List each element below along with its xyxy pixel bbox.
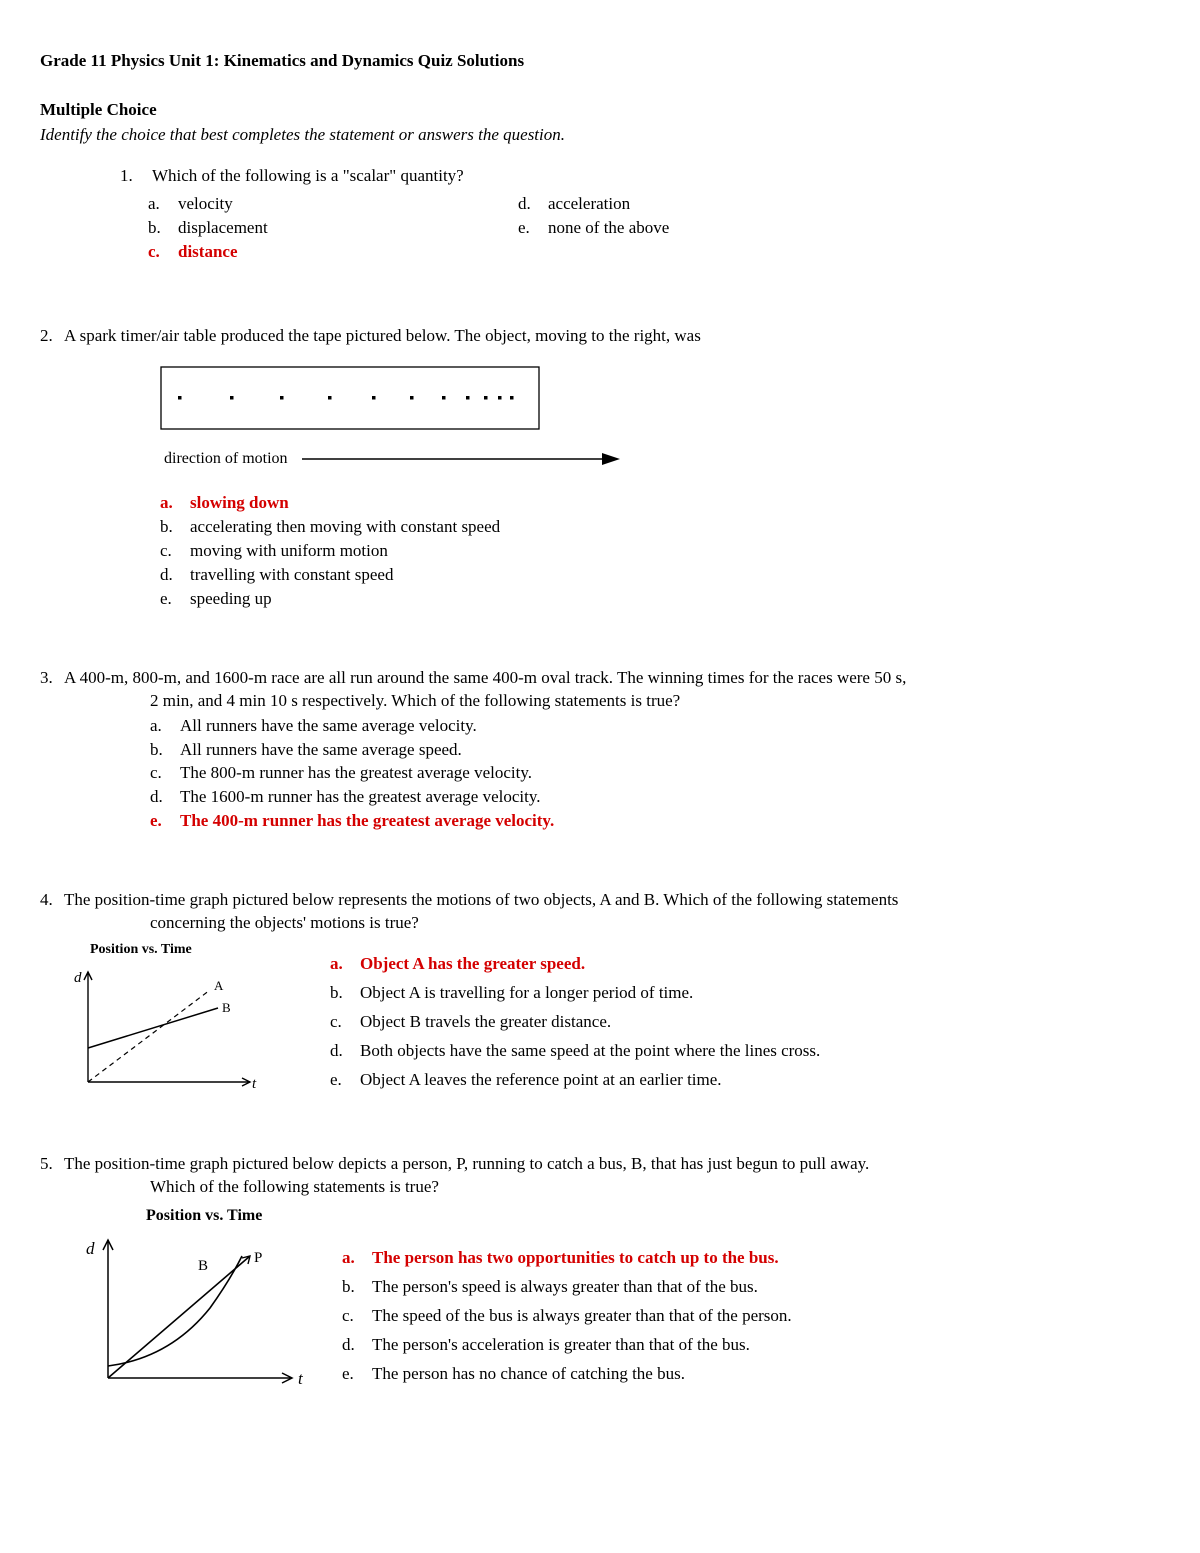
series-b-label: B bbox=[222, 1000, 231, 1015]
choice-b: b.accelerating then moving with constant… bbox=[160, 516, 1160, 539]
choice-c: c.moving with uniform motion bbox=[160, 540, 1160, 563]
x-axis-label: t bbox=[252, 1076, 257, 1092]
question-number: 3. bbox=[40, 667, 64, 690]
position-time-graph-q4: Position vs. Time d t A B bbox=[40, 941, 280, 1109]
choice-a-correct: a.slowing down bbox=[160, 492, 1160, 515]
question-text-line1: The position-time graph pictured below d… bbox=[64, 1153, 1160, 1176]
question-3: 3. A 400-m, 800-m, and 1600-m race are a… bbox=[40, 667, 1160, 834]
x-axis-label: t bbox=[298, 1369, 304, 1388]
question-text-line2: Which of the following statements is tru… bbox=[150, 1176, 1160, 1199]
arrow-right-icon bbox=[302, 452, 620, 466]
question-2: 2. A spark timer/air table produced the … bbox=[40, 325, 1160, 611]
question-number: 5. bbox=[40, 1153, 64, 1176]
choice-c: c.The 800-m runner has the greatest aver… bbox=[150, 762, 1160, 785]
choice-e: e.none of the above bbox=[518, 217, 888, 240]
y-axis-label: d bbox=[86, 1239, 95, 1258]
series-a-label: A bbox=[214, 978, 224, 993]
question-text: A spark timer/air table produced the tap… bbox=[64, 325, 1160, 348]
question-text-line2: 2 min, and 4 min 10 s respectively. Whic… bbox=[150, 690, 1160, 713]
choice-e-correct: e.The 400-m runner has the greatest aver… bbox=[150, 810, 1160, 833]
question-stem: 1. Which of the following is a "scalar" … bbox=[120, 165, 1160, 188]
choice-b: b.The person's speed is always greater t… bbox=[342, 1276, 792, 1299]
document-page: Grade 11 Physics Unit 1: Kinematics and … bbox=[0, 0, 1200, 1553]
choice-b: b.Object A is travelling for a longer pe… bbox=[330, 982, 820, 1005]
series-p-label: P bbox=[254, 1250, 262, 1266]
question-number: 2. bbox=[40, 325, 64, 348]
question-4: 4. The position-time graph pictured belo… bbox=[40, 889, 1160, 1109]
choice-d: d.The person's acceleration is greater t… bbox=[342, 1334, 792, 1357]
choice-b: b.displacement bbox=[148, 217, 518, 240]
question-text: Which of the following is a "scalar" qua… bbox=[152, 166, 464, 185]
spark-tape-figure bbox=[160, 366, 1160, 437]
question-1: 1. Which of the following is a "scalar" … bbox=[120, 165, 1160, 265]
question-text-line1: A 400-m, 800-m, and 1600-m race are all … bbox=[64, 667, 1160, 690]
question-text-line1: The position-time graph pictured below r… bbox=[64, 889, 1160, 912]
section-heading: Multiple Choice bbox=[40, 99, 1160, 122]
choice-d: d.acceleration bbox=[518, 193, 888, 216]
direction-of-motion: direction of motion bbox=[164, 448, 1160, 470]
y-axis-label: d bbox=[74, 970, 82, 986]
choice-a: a.All runners have the same average velo… bbox=[150, 715, 1160, 738]
question-5: 5. The position-time graph pictured belo… bbox=[40, 1153, 1160, 1405]
choice-a-correct: a.The person has two opportunities to ca… bbox=[342, 1247, 792, 1270]
choice-b: b.All runners have the same average spee… bbox=[150, 739, 1160, 762]
choice-a-correct: a.Object A has the greater speed. bbox=[330, 953, 820, 976]
choice-c: c.The speed of the bus is always greater… bbox=[342, 1305, 792, 1328]
choice-d: d.Both objects have the same speed at th… bbox=[330, 1040, 820, 1063]
choice-c: c.Object B travels the greater distance. bbox=[330, 1011, 820, 1034]
choice-d: d.travelling with constant speed bbox=[160, 564, 1160, 587]
page-title: Grade 11 Physics Unit 1: Kinematics and … bbox=[40, 50, 1160, 73]
choice-e: e.speeding up bbox=[160, 588, 1160, 611]
question-text-line2: concerning the objects' motions is true? bbox=[150, 912, 1160, 935]
choice-e: e.The person has no chance of catching t… bbox=[342, 1363, 792, 1386]
question-number: 1. bbox=[120, 165, 148, 188]
choice-a: a.velocity bbox=[148, 193, 518, 216]
series-b-label: B bbox=[198, 1258, 208, 1274]
question-number: 4. bbox=[40, 889, 64, 912]
choice-c-correct: c.distance bbox=[148, 241, 518, 264]
position-time-graph-q5: Position vs. Time d t B P bbox=[70, 1205, 320, 1406]
choice-d: d.The 1600-m runner has the greatest ave… bbox=[150, 786, 1160, 809]
section-instruction: Identify the choice that best completes … bbox=[40, 124, 1160, 147]
choice-e: e.Object A leaves the reference point at… bbox=[330, 1069, 820, 1092]
